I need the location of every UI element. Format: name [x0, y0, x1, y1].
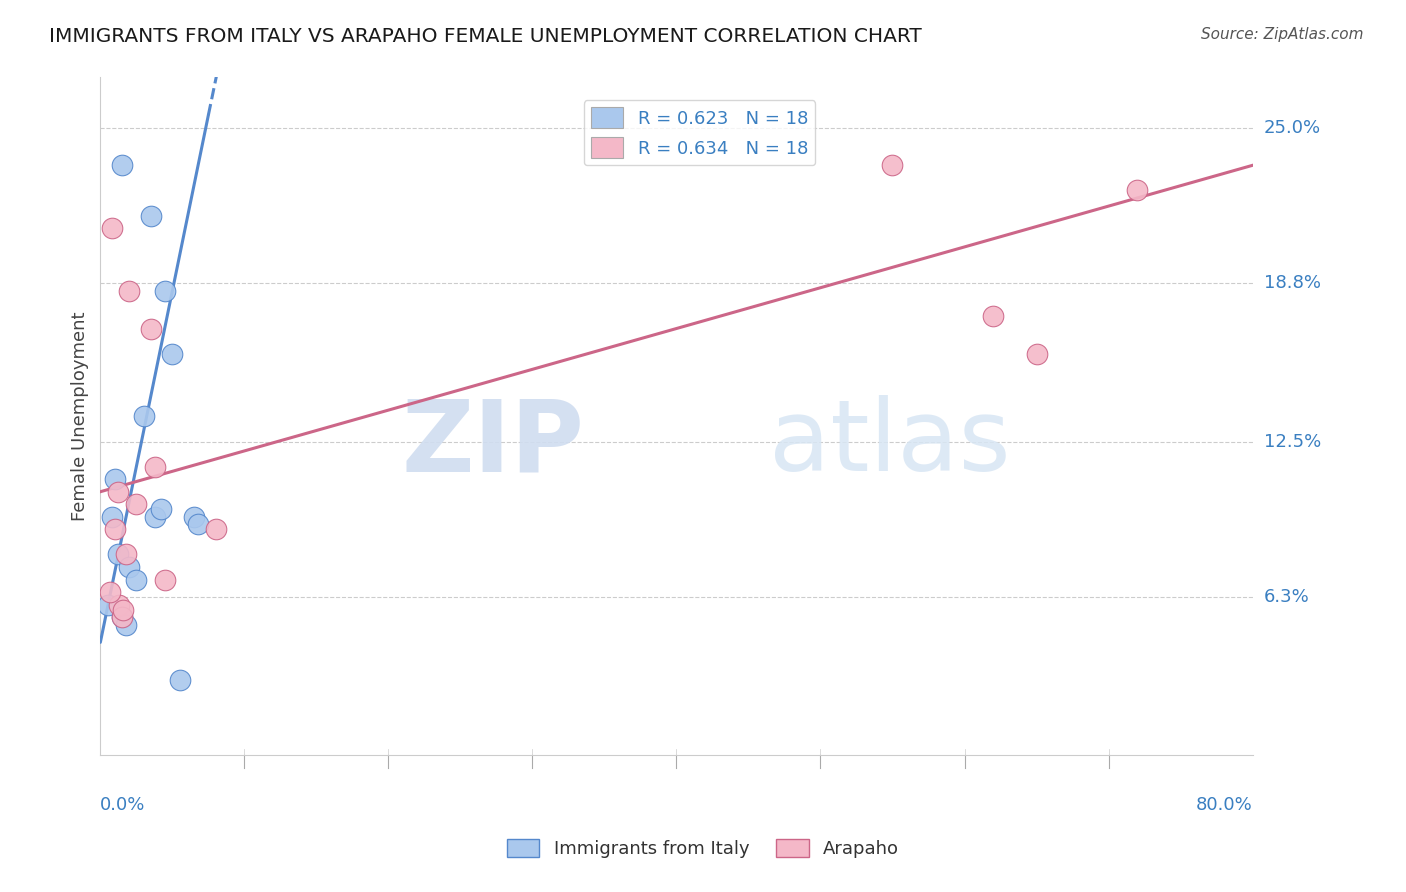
Point [111, 610, 134, 624]
Text: 80.0%: 80.0% [1197, 796, 1253, 814]
Point [139, 209, 162, 223]
Point [118, 560, 141, 574]
Point [204, 522, 226, 536]
Point [187, 517, 209, 532]
Point [125, 573, 148, 587]
Point [108, 598, 131, 612]
Legend: Immigrants from Italy, Arapaho: Immigrants from Italy, Arapaho [499, 831, 907, 865]
Point [111, 610, 134, 624]
Point [139, 321, 162, 335]
Point [981, 309, 1004, 323]
Y-axis label: Female Unemployment: Female Unemployment [72, 311, 89, 521]
Point [183, 509, 205, 524]
Text: 18.8%: 18.8% [1264, 275, 1322, 293]
Point [100, 585, 122, 599]
Point [125, 497, 148, 511]
Point [132, 409, 155, 424]
Point [115, 617, 138, 632]
Point [882, 158, 904, 172]
Point [153, 284, 176, 298]
Point [1126, 183, 1149, 197]
Point [96, 598, 118, 612]
Text: 25.0%: 25.0% [1264, 119, 1322, 136]
Point [104, 522, 127, 536]
Point [115, 548, 138, 562]
Text: 0.0%: 0.0% [100, 796, 146, 814]
Text: 12.5%: 12.5% [1264, 433, 1322, 450]
Text: Source: ZipAtlas.com: Source: ZipAtlas.com [1201, 27, 1364, 42]
Point [143, 509, 166, 524]
Point [1025, 346, 1047, 360]
Point [101, 509, 124, 524]
Text: atlas: atlas [769, 395, 1011, 492]
Point [153, 573, 176, 587]
Point [169, 673, 191, 687]
Point [149, 502, 172, 516]
Point [143, 459, 166, 474]
Point [112, 603, 135, 617]
Point [101, 221, 124, 235]
Text: ZIP: ZIP [401, 395, 585, 492]
Point [107, 484, 129, 499]
Point [107, 548, 129, 562]
Point [111, 158, 134, 172]
Point [162, 346, 184, 360]
Text: IMMIGRANTS FROM ITALY VS ARAPAHO FEMALE UNEMPLOYMENT CORRELATION CHART: IMMIGRANTS FROM ITALY VS ARAPAHO FEMALE … [49, 27, 922, 45]
Legend: R = 0.623   N = 18, R = 0.634   N = 18: R = 0.623 N = 18, R = 0.634 N = 18 [583, 100, 815, 165]
Point [104, 472, 127, 486]
Text: 6.3%: 6.3% [1264, 588, 1310, 607]
Point [118, 284, 141, 298]
